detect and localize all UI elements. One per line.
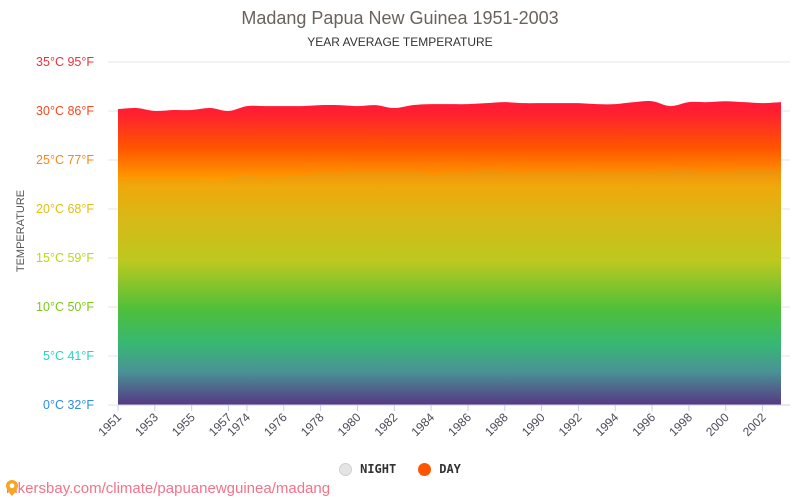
y-tick-label: 5°C 41°F (43, 349, 94, 363)
legend-night-label: NIGHT (360, 462, 397, 476)
y-tick-label: 25°C 77°F (36, 153, 94, 167)
x-tick-label: 1990 (519, 410, 548, 439)
legend: NIGHT DAY (0, 462, 800, 476)
x-tick-label: 1951 (95, 410, 124, 439)
legend-item-night[interactable]: NIGHT (339, 462, 396, 476)
x-tick-label: 1988 (482, 410, 511, 439)
night-dot-icon (339, 462, 353, 476)
source-url: hikersbay.com/climate/papuanewguinea/mad… (6, 480, 331, 497)
x-tick-label: 1980 (335, 410, 364, 439)
x-tick-label: 1955 (169, 410, 198, 439)
chart-subtitle: YEAR AVERAGE TEMPERATURE (307, 35, 493, 49)
x-tick-label: 1953 (132, 410, 161, 439)
x-tick-label: 1982 (372, 410, 401, 439)
day-dot-icon (418, 462, 432, 476)
x-tick-label: 1986 (445, 410, 474, 439)
map-pin-icon (6, 480, 18, 496)
x-tick-label: 1978 (298, 410, 327, 439)
x-tick-label: 1992 (556, 410, 585, 439)
chart-title: Madang Papua New Guinea 1951-2003 (241, 8, 559, 28)
temperature-chart: 35°C 95°F 30°C 86°F 25°C 77°F 20°C 68°F 15°C… (36, 55, 790, 439)
y-tick-label: 35°C 95°F (36, 55, 94, 69)
y-tick-label: 0°C 32°F (43, 398, 94, 412)
legend-day-label: DAY (439, 462, 461, 476)
legend-item-day[interactable]: DAY (418, 462, 461, 476)
day-area[interactable] (118, 101, 781, 405)
x-tick-label: 1998 (666, 410, 695, 439)
x-tick-label: 1976 (261, 410, 290, 439)
x-tick-label: 2000 (703, 410, 732, 439)
night-area[interactable] (118, 168, 781, 405)
y-axis-ticks: 35°C 95°F 30°C 86°F 25°C 77°F 20°C 68°F 15°C… (36, 55, 94, 412)
y-tick-label: 20°C 68°F (36, 202, 94, 216)
source-link[interactable]: hikersbay.com/climate/papuanewguinea/mad… (6, 480, 330, 497)
y-tick-label: 10°C 50°F (36, 300, 94, 314)
x-tick-label: 1994 (593, 410, 622, 439)
x-tick-label: 1996 (629, 410, 658, 439)
x-tick-label: 1984 (408, 410, 437, 439)
x-tick-label: 2002 (740, 410, 769, 439)
y-tick-label: 30°C 86°F (36, 104, 94, 118)
y-tick-label: 15°C 59°F (36, 251, 94, 265)
